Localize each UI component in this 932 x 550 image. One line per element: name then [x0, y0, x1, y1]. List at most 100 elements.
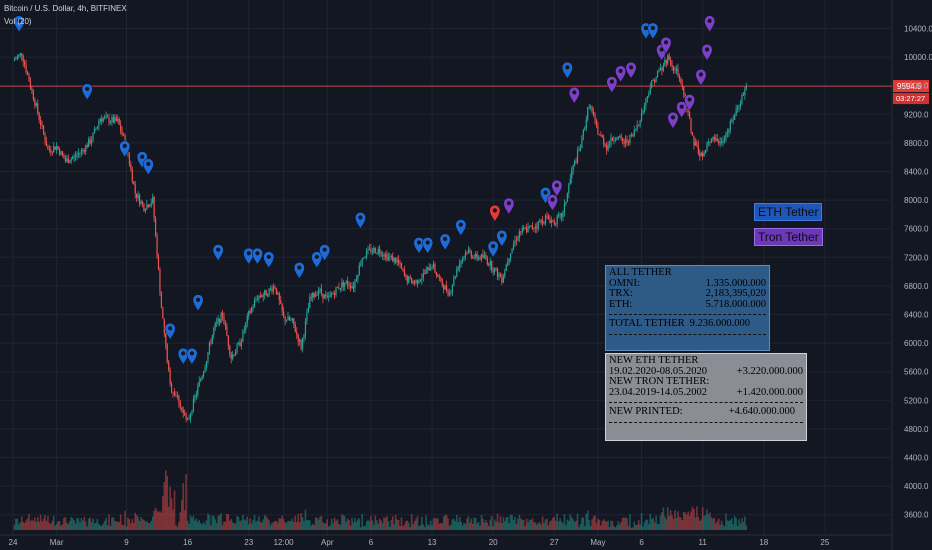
- candle-body: [658, 70, 660, 72]
- volume-bar: [362, 526, 365, 530]
- candle-body: [35, 103, 37, 106]
- volume-bar: [634, 525, 637, 530]
- volume-bar: [624, 517, 627, 530]
- volume-bar: [90, 522, 93, 530]
- marker-pin: [293, 262, 305, 280]
- eth-marker: [540, 187, 551, 205]
- volume-bar: [573, 522, 576, 530]
- volume-bar: [742, 521, 745, 530]
- x-axis: 24 Mar 9 16 23 12:00 Apr 6 13 20 27 May 6 11 18 25: [9, 538, 830, 547]
- volume-bar: [471, 523, 474, 530]
- volume-bar: [690, 511, 692, 530]
- candle-body: [585, 119, 587, 129]
- candle-body: [702, 152, 704, 157]
- all-tether-box: ALL TETHER OMNI: 1.335.000.000 TRX: 2,183,…: [605, 265, 770, 351]
- candle-body: [203, 371, 205, 377]
- candle-body: [718, 141, 720, 144]
- candle-body: [489, 261, 491, 266]
- volume-bar: [453, 518, 455, 530]
- volume-bar: [437, 518, 439, 530]
- candle-body: [645, 98, 647, 106]
- candle-body: [365, 250, 368, 258]
- candle-body: [667, 55, 669, 64]
- volume-bar: [309, 520, 311, 530]
- volume-bar: [164, 470, 167, 530]
- volume-bar: [601, 520, 604, 530]
- volume-bar: [105, 517, 107, 530]
- marker-pin: [311, 251, 323, 269]
- tron-marker: [704, 15, 716, 33]
- volume-bar: [316, 517, 318, 530]
- candle-body: [227, 335, 229, 346]
- candle-body: [389, 256, 391, 258]
- volume-bar: [227, 514, 230, 530]
- candle-body: [259, 295, 261, 297]
- volume-bar: [422, 524, 425, 530]
- volume-bar: [156, 510, 158, 530]
- candle-body: [744, 88, 746, 96]
- volume-bar: [645, 519, 647, 530]
- marker-hole: [195, 297, 201, 302]
- candle-body: [374, 248, 376, 254]
- candle-body: [281, 303, 283, 312]
- candle-body: [329, 294, 331, 297]
- candle-body: [368, 248, 371, 250]
- volume-bar: [83, 516, 86, 530]
- candle-body: [48, 149, 50, 151]
- volume-bar: [716, 521, 719, 530]
- volume-bar: [57, 521, 59, 530]
- marker-pin: [547, 194, 558, 212]
- candle-body: [408, 276, 410, 283]
- candle-body: [172, 391, 174, 393]
- volume-bar: [242, 515, 244, 530]
- volume-bar: [220, 513, 222, 530]
- candle-body: [537, 221, 539, 229]
- volume-bar: [194, 520, 196, 530]
- candle-body: [415, 279, 417, 283]
- candle-body: [552, 220, 554, 221]
- volume-bar: [47, 516, 49, 530]
- candle-body: [528, 225, 531, 227]
- volume-bar: [435, 518, 438, 530]
- candle-body: [584, 128, 586, 130]
- candle-body: [181, 407, 183, 411]
- volume-bar: [620, 521, 622, 530]
- candle-body: [494, 268, 496, 272]
- candle-body: [88, 139, 90, 148]
- candle-body: [691, 132, 694, 136]
- candle-body: [501, 277, 503, 283]
- volume-bar: [713, 517, 716, 530]
- volume-bar: [506, 516, 509, 530]
- volume-bar: [294, 515, 297, 530]
- volume-bar: [60, 525, 62, 530]
- volume-bar: [703, 516, 705, 530]
- marker-hole: [554, 183, 559, 188]
- candle-body: [630, 134, 632, 136]
- candle-body: [397, 259, 400, 264]
- volume-bar: [109, 525, 112, 530]
- volume-bar: [585, 513, 588, 530]
- volume-bar: [570, 517, 573, 530]
- marker-pin: [647, 22, 659, 40]
- candle-body: [160, 292, 163, 309]
- marker-hole: [122, 143, 127, 149]
- volume-bar: [89, 517, 91, 530]
- volume-bar: [608, 527, 611, 530]
- marker-pin: [251, 247, 263, 266]
- volume-bar: [205, 520, 208, 530]
- candle-body: [31, 87, 33, 91]
- candle-body: [101, 118, 103, 122]
- volume-bar: [444, 515, 446, 530]
- volume-bar: [591, 519, 593, 530]
- candle-body: [441, 278, 443, 286]
- candle-body: [361, 258, 363, 265]
- volume-bar: [597, 518, 599, 530]
- candle-body: [44, 133, 46, 142]
- marker-hole: [168, 326, 173, 331]
- candle-body: [485, 255, 487, 259]
- candle-body: [687, 107, 689, 112]
- candle-body: [85, 145, 87, 152]
- volume-bar: [182, 483, 185, 530]
- candle-body: [732, 119, 734, 121]
